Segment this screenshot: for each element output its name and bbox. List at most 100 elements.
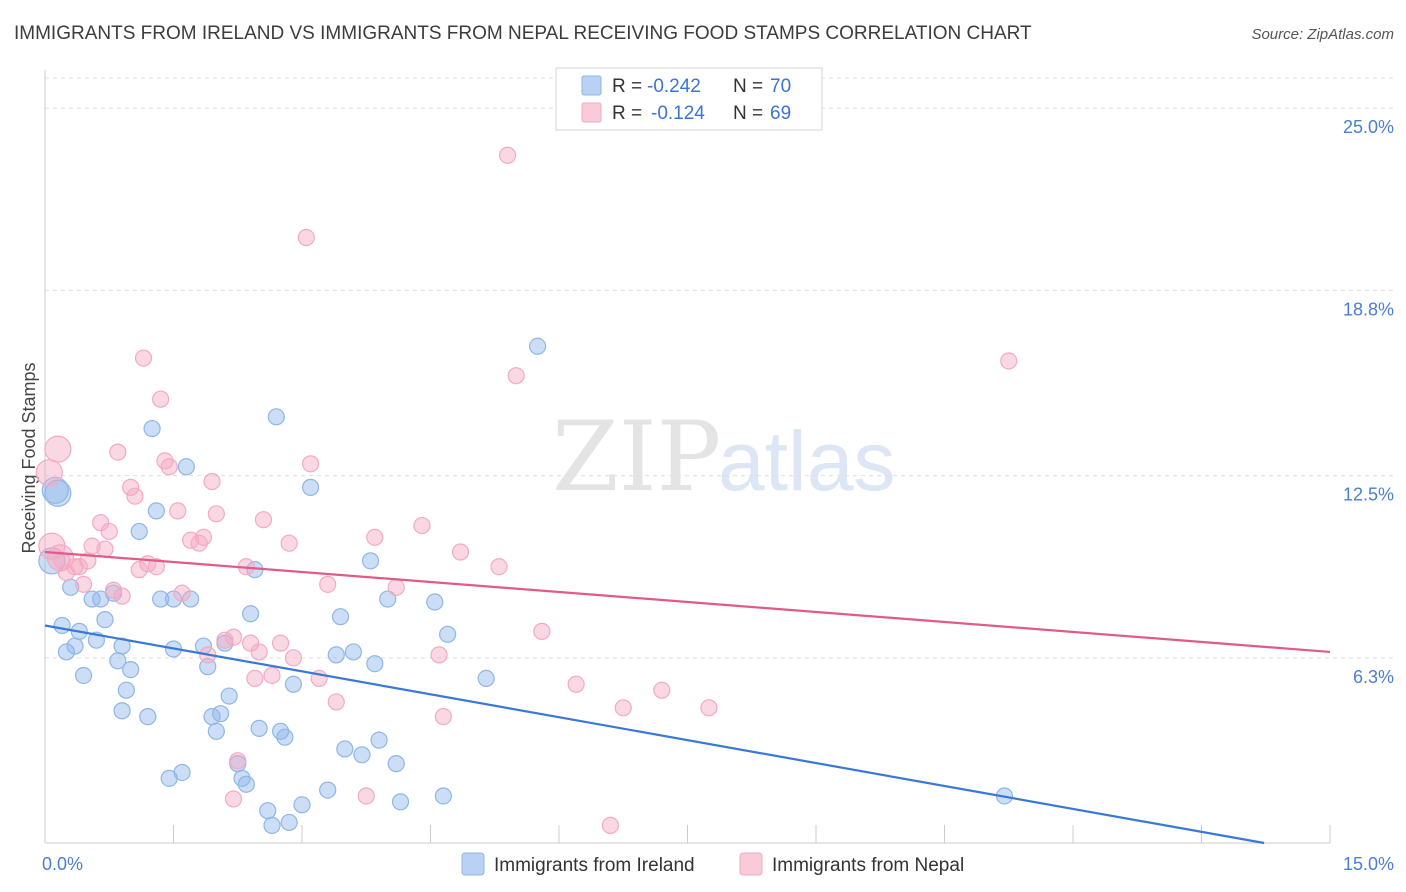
nepal-point [1000,352,1018,370]
ireland-point [152,590,170,608]
legend-n-value-nepal: 69 [770,103,791,124]
ireland-point [164,590,183,608]
nepal-point [207,505,225,523]
nepal-point [100,522,118,541]
ireland-point [439,625,457,643]
ireland-point [344,643,362,661]
nepal-point [96,540,114,558]
top-legend: R = -0.242 N = 70 R = -0.124 N = 69 [555,67,823,131]
nepal-point [160,458,178,476]
ireland-point [293,796,311,814]
nepal-point [601,816,620,834]
ireland-point [426,593,444,611]
nepal-point [327,693,345,711]
legend-swatch-nepal [581,102,602,123]
nepal-point [284,649,303,667]
nepal-point [44,435,72,463]
nepal-point [229,752,247,770]
nepal-point [280,534,298,552]
nepal-point [152,390,170,408]
ireland-point [319,781,337,799]
ireland-point [327,646,345,664]
ireland-point [353,746,371,764]
nepal-point [74,575,93,593]
x-tick-label-min: 0.0% [42,854,83,874]
ireland-point [139,708,157,726]
nepal-point [271,634,290,652]
nepal-point [104,581,123,599]
nepal-point [434,708,452,726]
nepal-point [614,699,632,717]
ireland-point [301,478,320,496]
ireland-point [177,458,195,476]
series-ireland-points [38,337,1014,834]
nepal-point [357,787,375,805]
legend-r-value-ireland: -0.242 [647,76,701,97]
nepal-point [246,669,264,688]
ireland-point [66,637,84,655]
ireland-point [237,775,255,793]
y-tick-label: 6.3% [1353,667,1394,687]
bottom-legend-swatch-ireland [461,852,485,876]
ireland-point [41,476,69,504]
nepal-point [319,575,337,593]
y-tick-labels: 6.3% 12.5% 18.8% 25.0% [1343,117,1394,687]
nepal-point [130,561,148,579]
watermark: ZIP atlas [552,401,895,513]
ireland-point [477,669,495,688]
y-tick-label: 12.5% [1343,485,1394,505]
nepal-point [250,643,268,661]
ireland-point [173,763,191,782]
ireland-point [366,655,384,673]
ireland-point [122,660,140,679]
nepal-point [499,146,517,164]
nepal-point [507,367,525,385]
nepal-point [92,514,110,532]
nepal-point [301,455,320,473]
nepal-point [387,578,405,596]
nepal-point [567,675,585,693]
ireland-point [280,813,298,832]
nepal-point [366,528,384,546]
y-tick-label: 25.0% [1343,117,1394,137]
ireland-point [53,616,71,635]
nepal-point [169,502,187,520]
ireland-point [250,719,268,737]
nepal-point [490,558,508,576]
ireland-point [391,793,410,811]
nepal-point [254,511,273,529]
nepal-point [700,699,718,717]
nepal-point [430,646,448,664]
ireland-point [276,728,294,746]
nepal-point [451,543,470,561]
bottom-legend-label-nepal: Immigrants from Nepal [772,855,964,876]
ireland-point [263,816,281,834]
legend-r-label-nepal: R = [612,103,642,124]
legend-r-value-nepal: -0.124 [651,103,705,124]
nepal-point [413,516,431,535]
nepal-point [134,349,153,367]
ireland-point [331,608,350,626]
nepal-point [70,558,88,576]
trendline-nepal [44,550,1331,654]
y-axis-label: Receiving Food Stamps [19,362,39,553]
nepal-point [46,544,75,572]
ireland-point [74,666,93,685]
ireland-point [182,590,200,608]
ireland-point [57,643,76,661]
trendlines [44,550,1331,845]
nepal-point [109,443,127,461]
nepal-point [139,555,157,573]
nepal-point [224,790,243,808]
nepal-point [126,487,144,505]
ireland-point [199,658,217,676]
trendline-ireland [44,624,1265,845]
nepal-point [194,528,213,546]
ireland-point [267,408,285,426]
axes [44,70,1331,844]
ireland-point [212,705,230,723]
nepal-point [533,622,551,640]
bottom-legend-swatch-nepal [739,852,763,876]
ireland-point [147,502,165,520]
